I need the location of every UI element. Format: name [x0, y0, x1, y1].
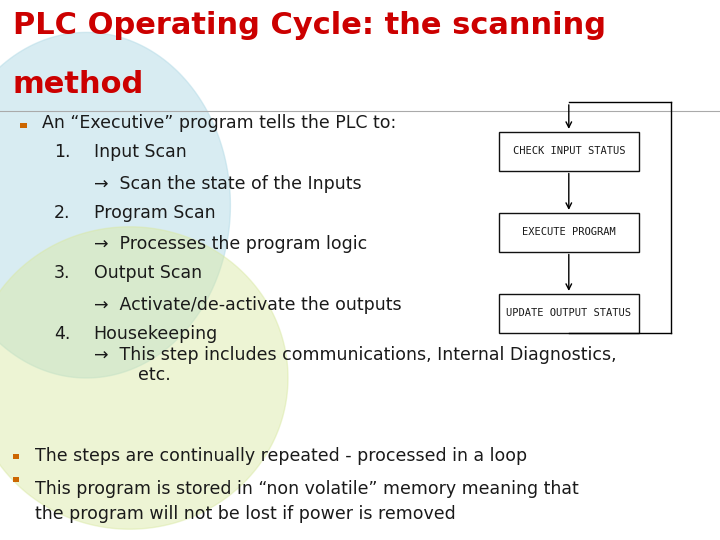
Text: Program Scan: Program Scan — [94, 204, 215, 222]
Text: This program is stored in “non volatile” memory meaning that
the program will no: This program is stored in “non volatile”… — [35, 480, 578, 523]
Text: 3.: 3. — [54, 264, 71, 282]
Bar — [498, 294, 639, 333]
Polygon shape — [0, 32, 230, 378]
Text: Output Scan: Output Scan — [94, 264, 202, 282]
Text: An “Executive” program tells the PLC to:: An “Executive” program tells the PLC to: — [42, 114, 396, 132]
Text: 2.: 2. — [54, 204, 71, 222]
Text: PLC Operating Cycle: the scanning: PLC Operating Cycle: the scanning — [13, 11, 606, 40]
Text: →  Processes the program logic: → Processes the program logic — [94, 235, 367, 253]
Text: UPDATE OUTPUT STATUS: UPDATE OUTPUT STATUS — [506, 308, 631, 318]
Bar — [13, 454, 19, 459]
Text: →  Scan the state of the Inputs: → Scan the state of the Inputs — [94, 174, 361, 193]
Text: CHECK INPUT STATUS: CHECK INPUT STATUS — [513, 146, 625, 156]
Text: Input Scan: Input Scan — [94, 143, 186, 161]
Text: 4.: 4. — [54, 325, 71, 343]
Bar — [498, 213, 639, 252]
Text: EXECUTE PROGRAM: EXECUTE PROGRAM — [522, 227, 616, 237]
Bar — [498, 132, 639, 171]
Text: →  This step includes communications, Internal Diagnostics,
        etc.: → This step includes communications, Int… — [94, 346, 616, 384]
Text: method: method — [13, 70, 144, 99]
Text: The steps are continually repeated - processed in a loop: The steps are continually repeated - pro… — [35, 447, 527, 465]
Bar — [13, 477, 19, 482]
Bar — [20, 123, 27, 128]
Text: Housekeeping: Housekeeping — [94, 325, 218, 343]
Text: 1.: 1. — [54, 143, 71, 161]
Polygon shape — [0, 227, 288, 529]
Text: →  Activate/de-activate the outputs: → Activate/de-activate the outputs — [94, 295, 401, 314]
